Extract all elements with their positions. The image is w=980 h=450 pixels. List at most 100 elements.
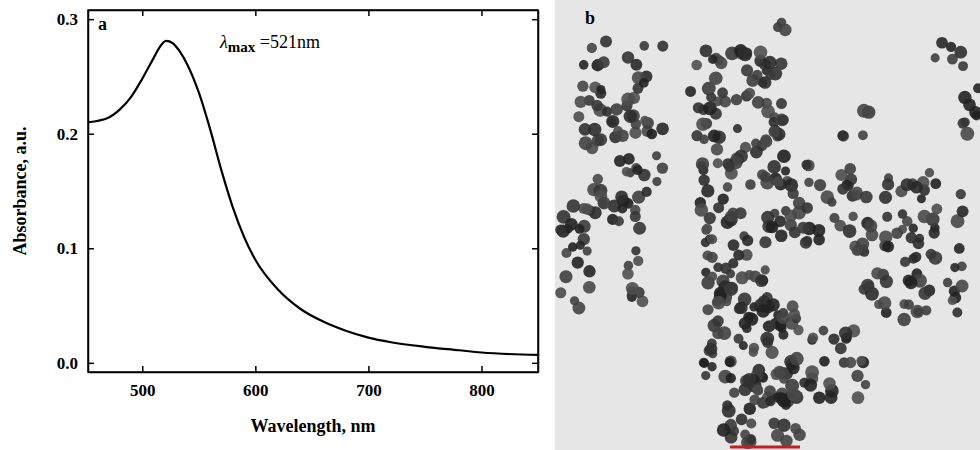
- particle: [845, 357, 856, 368]
- particle: [573, 111, 584, 122]
- particle: [626, 282, 639, 295]
- tick: 600: [243, 366, 268, 400]
- particle: [713, 158, 723, 168]
- particle: [848, 212, 857, 221]
- figure: 5006007008000.00.10.20.3aλmax =521nmWave…: [0, 0, 980, 450]
- particle: [958, 61, 968, 71]
- particle: [775, 57, 787, 69]
- particle: [787, 388, 801, 402]
- particle: [776, 98, 787, 109]
- particle: [759, 236, 771, 248]
- particle: [717, 87, 728, 98]
- particle: [598, 197, 611, 210]
- particle: [652, 151, 661, 160]
- particle: [596, 85, 605, 94]
- particle: [906, 232, 918, 244]
- particle: [804, 379, 817, 392]
- particle: [632, 165, 642, 175]
- particle: [891, 227, 903, 239]
- tick-mark: [481, 10, 483, 16]
- particle: [615, 190, 628, 203]
- particle: [882, 212, 892, 222]
- scale-bar: [730, 446, 800, 449]
- particle: [725, 211, 737, 223]
- particle: [852, 391, 865, 404]
- particle: [771, 429, 784, 442]
- particle: [778, 114, 789, 125]
- plot-area: [88, 41, 538, 355]
- particle: [763, 56, 777, 70]
- particle: [614, 216, 624, 226]
- particle: [766, 221, 778, 233]
- particle: [703, 102, 717, 116]
- particle: [693, 102, 704, 113]
- particle: [950, 263, 959, 272]
- particle: [943, 278, 952, 287]
- particle: [746, 74, 759, 87]
- particle: [614, 155, 626, 167]
- particle: [711, 143, 723, 155]
- particle: [767, 160, 781, 174]
- particle: [760, 136, 772, 148]
- particle: [587, 43, 597, 53]
- particle: [733, 124, 742, 133]
- particle: [555, 224, 566, 235]
- tick-mark: [532, 363, 538, 365]
- particle: [579, 136, 593, 150]
- particle: [812, 224, 825, 237]
- particle: [760, 332, 774, 346]
- tick-mark: [368, 366, 370, 372]
- particle: [800, 237, 812, 249]
- particle: [591, 100, 602, 111]
- particle: [838, 131, 849, 142]
- particle: [775, 229, 788, 242]
- particle: [739, 383, 752, 396]
- particle: [773, 366, 785, 378]
- particle: [583, 265, 595, 277]
- annotation: λmax =521nm: [219, 32, 320, 55]
- particle: [931, 53, 940, 62]
- particle: [617, 204, 627, 214]
- particle: [835, 343, 847, 355]
- particle: [775, 392, 787, 404]
- tick-mark: [368, 10, 370, 16]
- particle: [606, 115, 619, 128]
- particle: [652, 177, 661, 186]
- particle: [728, 239, 740, 251]
- particle: [844, 163, 856, 175]
- particle: [624, 110, 637, 123]
- particle: [808, 333, 818, 343]
- tick-mark: [255, 10, 257, 16]
- particle: [731, 94, 742, 105]
- particle: [640, 116, 649, 125]
- particle: [570, 296, 579, 305]
- tick-mark: [481, 366, 483, 372]
- particle: [577, 81, 588, 92]
- particle: [829, 213, 839, 223]
- particle: [575, 96, 587, 108]
- tick-mark: [255, 366, 257, 372]
- x-axis: 500600700800: [89, 366, 539, 400]
- particle: [722, 404, 736, 418]
- particle: [952, 307, 962, 317]
- particle: [593, 174, 604, 185]
- particle: [745, 179, 755, 189]
- particle: [726, 373, 736, 383]
- tick: [532, 363, 538, 364]
- x-axis-title: Wavelength, nm: [250, 416, 375, 436]
- tick-label: 0.2: [57, 125, 78, 144]
- particle: [897, 313, 910, 326]
- tick-mark: [532, 19, 538, 21]
- particle: [579, 60, 589, 70]
- particle: [793, 325, 803, 335]
- particle: [775, 58, 787, 70]
- particle: [761, 265, 770, 274]
- particle: [864, 219, 877, 232]
- particle: [898, 209, 908, 219]
- particle: [910, 181, 923, 194]
- particle: [857, 104, 871, 118]
- particle: [598, 56, 610, 68]
- tick-label: 0.1: [57, 239, 78, 258]
- particle: [752, 384, 763, 395]
- particle: [705, 343, 717, 355]
